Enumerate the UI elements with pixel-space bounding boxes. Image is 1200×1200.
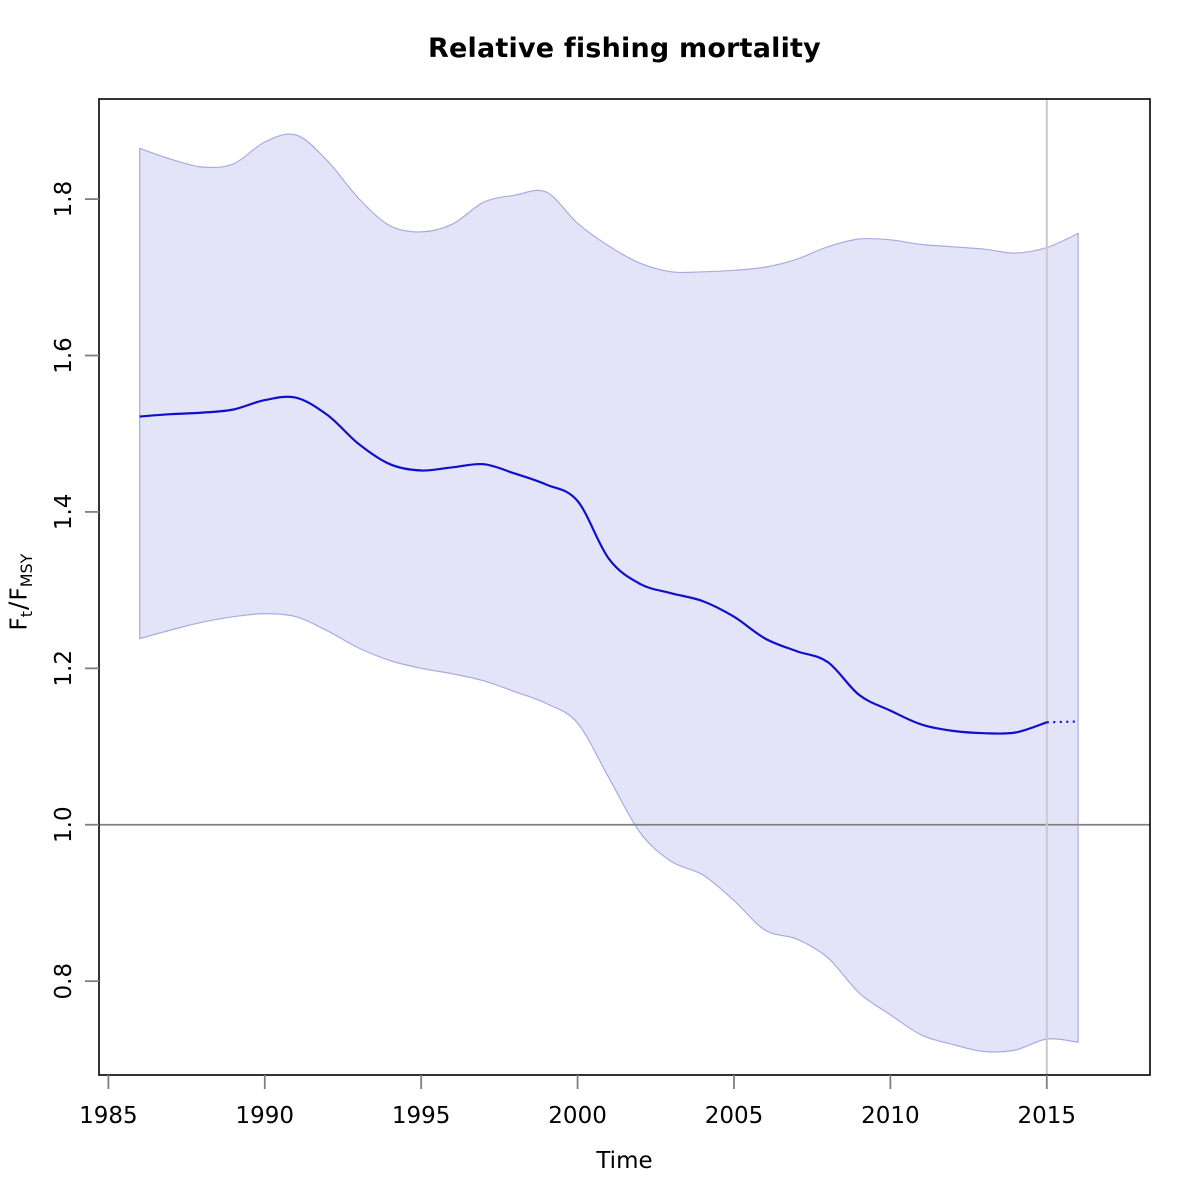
- confidence-band: [139, 133, 1079, 1053]
- x-tick-label: 2005: [705, 1103, 764, 1129]
- plot-box: [98, 98, 1151, 1076]
- x-axis-label: Time: [596, 1148, 653, 1174]
- ylabel-base1: F: [6, 617, 33, 631]
- x-tick-label: 1990: [236, 1103, 295, 1129]
- y-tick-label: 1.4: [51, 494, 77, 531]
- ylabel-base2: F: [6, 587, 33, 601]
- x-tick-label: 2015: [1018, 1103, 1077, 1129]
- ylabel-sub2: MSY: [17, 553, 37, 588]
- y-tick-label: 1.8: [51, 181, 77, 218]
- y-tick-label: 0.8: [51, 963, 77, 1000]
- ylabel-sub1: t: [17, 610, 37, 618]
- x-tick-label: 1985: [79, 1103, 138, 1129]
- chart-title: Relative fishing mortality: [428, 33, 821, 64]
- y-tick-label: 1.0: [51, 806, 77, 843]
- x-tick-label: 2000: [548, 1103, 607, 1129]
- x-tick-label: 2010: [861, 1103, 920, 1129]
- median-line: [139, 395, 1048, 735]
- x-tick-label: 1995: [392, 1103, 451, 1129]
- y-axis-label-text: Ft/FMSY: [3, 553, 37, 631]
- ylabel-divider: /: [3, 601, 33, 610]
- y-tick-label: 1.6: [51, 337, 77, 374]
- median-line-prediction-dotted: [1046, 720, 1079, 724]
- y-tick-label: 1.2: [51, 650, 77, 687]
